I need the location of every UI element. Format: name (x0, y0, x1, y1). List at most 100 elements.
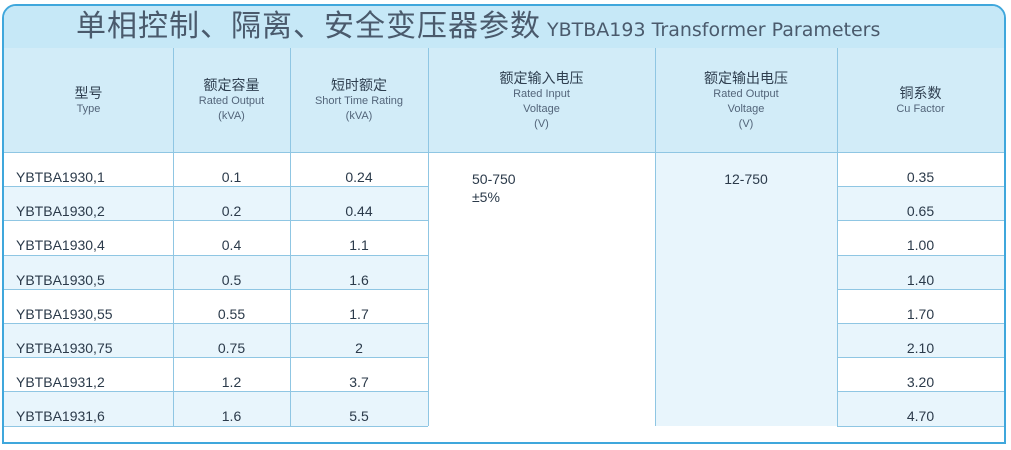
cu-factor-cell: 1.40 (906, 271, 935, 288)
row-stripe (837, 323, 1004, 358)
rated-output-voltage-value: 12-750 (724, 171, 768, 187)
row-divider (837, 323, 1004, 324)
output-voltage-column (655, 152, 837, 426)
rated-output-cell: 1.6 (221, 408, 242, 425)
table-title: 单相控制、隔离、安全变压器参数 YBTBA193 Transformer Para… (76, 8, 880, 49)
header-rated-output-voltage-en: Rated Output (713, 87, 779, 100)
header-rated-input-voltage-cn: 额定输入电压 (499, 69, 584, 86)
cu-factor-cell: 2.10 (906, 340, 935, 356)
column-divider (655, 48, 656, 426)
short-time-rating-cell: 1.1 (349, 237, 369, 254)
title-bar: 单相控制、隔离、安全变压器参数 YBTBA193 Transformer Para… (4, 6, 1004, 48)
header-rated-output-en: (kVA) (218, 110, 245, 122)
row-stripe (4, 391, 428, 426)
table-header-row: 型号 Type 额定容量 Rated Output (kVA) 短时额定 Short Tim… (4, 48, 1004, 152)
header-cu-factor-en: Cu Factor (896, 102, 945, 115)
input-voltage-range: 50-750 (472, 171, 516, 187)
rated-output-cell: 0.55 (217, 305, 246, 322)
row-stripe (4, 254, 428, 289)
header-short-time-rating-en: Short Time Rating (314, 95, 404, 107)
rated-output-cell: 0.75 (217, 340, 246, 356)
short-time-rating-cell: 0.24 (345, 169, 373, 185)
type-cell: YBTBA1930,1 (16, 169, 105, 185)
column-divider (428, 48, 429, 426)
type-cell: YBTBA1930,5 (16, 271, 105, 288)
row-stripe (4, 186, 428, 221)
title-english: YBTBA193 Transformer Parameters (547, 19, 881, 41)
short-time-rating-cell: 2 (355, 340, 363, 356)
column-divider (173, 48, 174, 426)
parameter-table-frame: 单相控制、隔离、安全变压器参数 YBTBA193 Transformer Para… (2, 4, 1006, 444)
title-chinese: 单相控制、隔离、安全变压器参数 (76, 9, 541, 44)
row-divider (837, 254, 1004, 256)
short-time-rating-cell: 1.6 (349, 271, 369, 288)
short-time-rating-cell: 3.7 (349, 374, 369, 391)
header-rated-input-voltage-en: Voltage (523, 102, 560, 115)
header-short-time-rating-en: (kVA) (345, 110, 373, 122)
row-divider (4, 357, 428, 359)
header-short-time-rating-cn: 短时额定 (331, 77, 387, 93)
header-rated-input-voltage-en: (V) (534, 117, 549, 130)
header-rated-input-voltage-en: Rated Input (513, 87, 570, 100)
row-divider (837, 220, 1004, 222)
row-stripe (837, 254, 1004, 289)
row-divider (4, 391, 428, 393)
row-divider (4, 425, 428, 427)
rated-input-voltage-value: 50-750 ±5% (472, 170, 516, 206)
cu-factor-cell: 1.70 (906, 305, 935, 322)
header-type-cn: 型号 (74, 84, 103, 101)
row-divider (4, 288, 428, 290)
row-divider (4, 323, 428, 324)
row-divider (837, 186, 1004, 188)
row-divider (837, 357, 1004, 359)
header-rated-output-voltage: 额定输出电压 Rated Output Voltage (V) (655, 48, 837, 152)
header-rated-output: 额定容量 Rated Output (kVA) (173, 48, 290, 152)
header-rated-input-voltage: 额定输入电压 Rated Input Voltage (V) (428, 48, 655, 152)
cu-factor-cell: 4.70 (906, 408, 935, 425)
header-cu-factor: 铜系数 Cu Factor (837, 48, 1004, 152)
row-divider (428, 152, 655, 153)
rated-output-cell: 0.5 (221, 271, 242, 288)
row-divider (4, 186, 428, 188)
cu-factor-cell: 3.20 (906, 374, 935, 391)
header-short-time-rating: 短时额定 Short Time Rating (kVA) (290, 48, 428, 152)
header-rated-output-voltage-en: (V) (738, 117, 754, 130)
type-cell: YBTBA1930,4 (16, 237, 105, 254)
row-divider (655, 152, 837, 153)
type-cell: YBTBA1930,55 (16, 305, 113, 322)
column-divider (290, 48, 291, 426)
type-cell: YBTBA1930,75 (16, 340, 113, 356)
short-time-rating-cell: 5.5 (349, 408, 369, 425)
row-divider (837, 152, 1004, 153)
short-time-rating-cell: 0.44 (345, 203, 373, 220)
type-cell: YBTBA1930,2 (16, 203, 105, 220)
row-divider (4, 254, 428, 256)
cu-factor-cell: 0.35 (906, 169, 935, 185)
header-type-en: Type (76, 102, 101, 115)
input-voltage-tolerance: ±5% (472, 189, 500, 205)
cu-factor-cell: 0.65 (906, 203, 935, 220)
row-divider (837, 425, 1004, 427)
row-divider (4, 220, 428, 222)
header-rated-output-en: Rated Output (198, 95, 265, 107)
rated-output-cell: 0.2 (221, 203, 242, 220)
row-divider (837, 288, 1004, 290)
column-divider (837, 48, 838, 426)
cu-factor-cell: 1.00 (906, 237, 935, 254)
type-cell: YBTBA1931,2 (16, 374, 105, 391)
row-stripe (837, 186, 1004, 221)
rated-output-cell: 0.1 (221, 169, 242, 185)
header-type: 型号 Type (4, 48, 173, 152)
header-cu-factor-cn: 铜系数 (899, 84, 942, 101)
type-cell: YBTBA1931,6 (16, 408, 105, 425)
header-rated-output-voltage-cn: 额定输出电压 (704, 69, 788, 86)
row-divider (4, 152, 428, 153)
row-stripe (837, 391, 1004, 426)
header-rated-output-voltage-en: Voltage (727, 102, 765, 115)
short-time-rating-cell: 1.7 (349, 305, 369, 322)
row-divider (837, 391, 1004, 393)
header-rated-output-cn: 额定容量 (203, 77, 260, 93)
row-stripe (4, 323, 428, 358)
rated-output-cell: 0.4 (221, 237, 242, 254)
rated-output-cell: 1.2 (221, 374, 242, 391)
